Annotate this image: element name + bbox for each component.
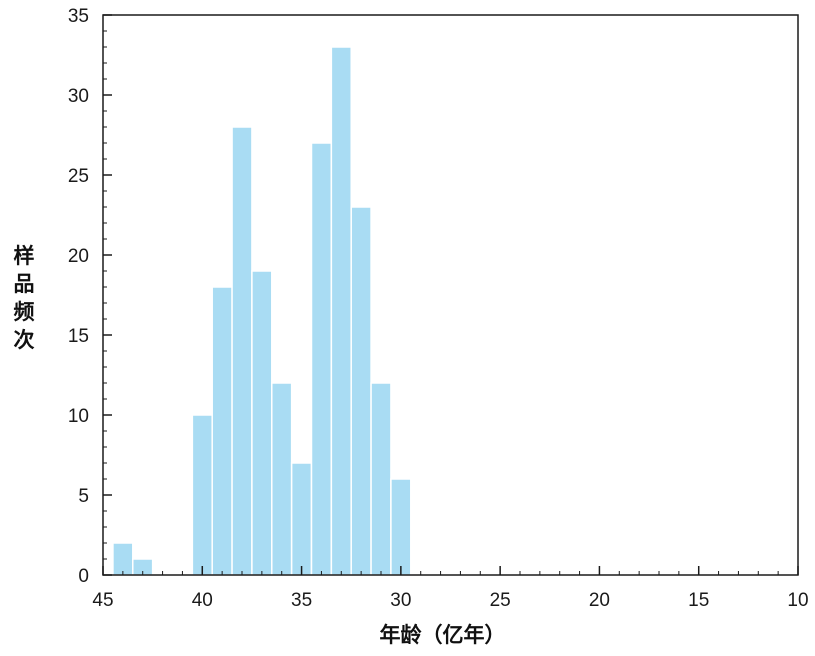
y-tick-label: 25 xyxy=(68,166,89,187)
x-axis-title: 年龄（亿年） xyxy=(380,623,506,647)
histogram-bar-8 xyxy=(310,142,333,576)
plot-frame xyxy=(102,14,799,576)
x-tick-label: 25 xyxy=(490,590,511,611)
x-tick-label: 35 xyxy=(291,590,312,611)
histogram-bar-7 xyxy=(290,462,313,576)
bars-layer xyxy=(112,46,412,576)
histogram-bar-3 xyxy=(211,286,233,576)
y-tick-label: 35 xyxy=(68,6,89,27)
histogram-bar-9 xyxy=(330,46,352,576)
histogram-bar-10 xyxy=(350,206,372,576)
x-tick-label: 10 xyxy=(787,590,808,611)
histogram-bar-2 xyxy=(191,414,213,576)
x-tick-label: 20 xyxy=(589,590,610,611)
histogram-bar-4 xyxy=(231,126,253,576)
y-tick-label: 5 xyxy=(78,486,89,507)
y-axis-title-char: 品 xyxy=(14,272,35,296)
y-tick-label: 10 xyxy=(68,406,89,427)
x-tick-label: 40 xyxy=(192,590,213,611)
y-tick-label: 20 xyxy=(68,246,89,267)
histogram-bar-0 xyxy=(112,542,134,576)
ticks-layer: 45 40 35 30 25 20 15 10 0 5 10 15 20 25 30 35 xyxy=(68,6,809,611)
histogram-bar-5 xyxy=(251,270,273,576)
x-tick-label: 30 xyxy=(390,590,411,611)
histogram-bar-12 xyxy=(390,478,412,576)
y-tick-label: 0 xyxy=(78,566,89,587)
y-axis-title: 样品频次 xyxy=(14,244,35,352)
x-tick-label: 15 xyxy=(688,590,709,611)
y-axis-title-char: 次 xyxy=(14,328,35,352)
x-tick-label: 45 xyxy=(92,590,113,611)
y-axis-title-char: 样 xyxy=(14,244,35,268)
histogram-bar-11 xyxy=(370,382,392,576)
y-tick-label: 15 xyxy=(68,326,89,347)
y-tick-label: 30 xyxy=(68,86,89,107)
histogram-bar-6 xyxy=(271,382,293,576)
y-axis-title-char: 频 xyxy=(14,300,35,324)
